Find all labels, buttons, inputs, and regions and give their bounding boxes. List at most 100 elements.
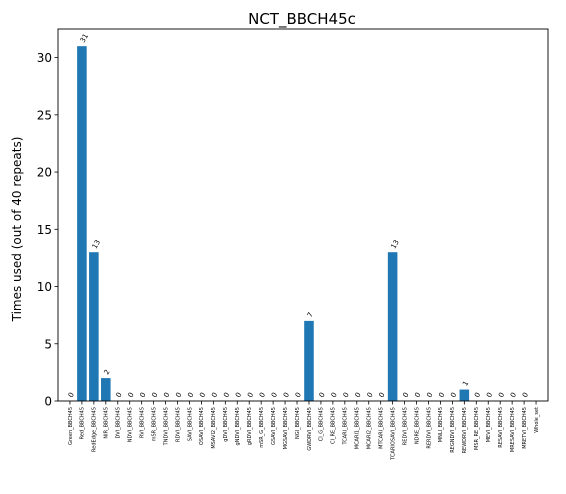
x-tick-label: NGI_BBCH45 [295, 407, 301, 439]
data-label: 0 [354, 391, 363, 399]
data-label: 0 [115, 391, 124, 399]
data-label: 0 [234, 391, 243, 399]
bars-group [77, 46, 470, 402]
x-axis: Green_BBCH45 Red_BBCH45 RedEdge_BBCH45 NIR_… [68, 401, 540, 461]
x-tick-label: Green_BBCH45 [68, 407, 74, 445]
x-tick-label: GSAVI_BBCH45 [271, 407, 277, 445]
data-label: 0 [198, 391, 207, 399]
x-tick-label: Red_BBCH45 [80, 407, 86, 439]
y-tick-label: 25 [37, 108, 52, 122]
y-tick-label: 15 [37, 223, 52, 237]
data-label: 0 [509, 391, 518, 399]
data-label: 0 [210, 391, 219, 399]
data-label: 0 [449, 391, 458, 399]
y-tick-label: 20 [37, 166, 52, 180]
data-label: 0 [186, 391, 195, 399]
data-label: 0 [497, 391, 506, 399]
data-label: 0 [342, 391, 351, 399]
x-tick-label: MEVI_BBCH45 [486, 407, 492, 442]
data-label: 0 [318, 391, 327, 399]
x-tick-label: SAVI_BBCH45 [187, 407, 193, 441]
x-tick-label: RESAVI_BBCH45 [498, 407, 504, 448]
x-tick-label: CI_RE_BBCH45 [331, 407, 337, 444]
bar-GWDRVI_BBCH45 [304, 320, 314, 401]
data-label: 13 [389, 238, 400, 250]
x-tick-label: TNDVI_BBCH45 [163, 407, 169, 446]
data-label: 0 [150, 391, 159, 399]
bar-TCARIOSAVI_BBCH45 [387, 252, 398, 401]
data-label: 31 [79, 32, 90, 44]
data-label: 0 [222, 391, 231, 399]
data-label: 0 [162, 391, 171, 399]
data-label: 0 [521, 391, 530, 399]
data-label: 0 [437, 391, 446, 399]
x-tick-label: MRETVI_BBCH45 [522, 407, 528, 449]
y-tick-label: 10 [37, 280, 52, 294]
x-tick-label: MSAVI2_BBCH45 [211, 407, 217, 449]
y-axis: 0 5 10 15 20 25 30 [37, 51, 58, 409]
bar-Red_BBCH45 [77, 46, 87, 402]
x-tick-label: MGSAVI_BBCH45 [283, 407, 289, 449]
data-label: 0 [246, 391, 255, 399]
x-tick-label: gNDVI_BBCH45 [235, 407, 241, 445]
x-tick-label: NDVI_BBCH45 [128, 407, 134, 442]
data-label: 0 [425, 391, 434, 399]
x-tick-label: REDVI_BBCH45 [402, 407, 408, 445]
data-label: 0 [401, 391, 410, 399]
chart-title: NCT_BBCH45c [248, 10, 356, 29]
x-tick-label: TCARI_BBCH45 [343, 407, 349, 446]
x-tick-label: MTCARI_BBCH45 [378, 407, 384, 449]
data-label: 0 [127, 391, 136, 399]
x-tick-label: MNLI_BBCH45 [438, 407, 444, 442]
data-label: 0 [473, 391, 482, 399]
data-label: 0 [67, 391, 76, 399]
bar-RedEdge_BBCH45 [89, 252, 99, 401]
x-tick-label: Whole_set [534, 407, 540, 433]
x-tick-label: MRESAVI_BBCH45 [510, 407, 516, 452]
x-tick-label: RVI_BBCH45 [139, 407, 145, 438]
x-tick-label: RDVI_BBCH45 [175, 407, 181, 442]
bar-REWDRVI_BBCH45 [459, 389, 470, 401]
y-tick-label: 30 [37, 51, 52, 65]
data-label: 0 [413, 391, 422, 399]
x-tick-label: mSR_BBCH45 [151, 407, 157, 441]
data-label: 0 [366, 391, 375, 399]
data-label: 0 [174, 391, 183, 399]
x-tick-label: RedEdge_BBCH45 [92, 407, 98, 452]
x-tick-label: NDRE_BBCH45 [414, 407, 420, 444]
data-label: 0 [138, 391, 147, 399]
x-tick-label: RERDVI_BBCH45 [426, 407, 432, 449]
x-tick-label: MCARI2_BBCH45 [367, 407, 373, 449]
y-tick-label: 5 [44, 337, 52, 351]
data-label: 7 [306, 311, 315, 319]
x-tick-label: gDVI_BBCH45 [223, 407, 229, 442]
x-tick-label: MSR_RE_BBCH45 [474, 407, 480, 450]
data-label: 0 [485, 391, 494, 399]
plot-frame [57, 28, 549, 402]
x-tick-label: TCARIOSAVI_BBCH45 [390, 407, 396, 461]
data-label: 0 [258, 391, 267, 399]
x-tick-label: CI_G_BBCH45 [319, 407, 325, 441]
data-label: 0 [282, 391, 291, 399]
data-label: 1 [461, 380, 470, 388]
x-tick-label: DVI_BBCH45 [116, 407, 122, 439]
y-axis-label: Times used (out of 40 repeats) [10, 137, 24, 323]
data-label: 13 [91, 238, 102, 250]
data-label: 0 [330, 391, 339, 399]
data-label: 0 [377, 391, 386, 399]
x-tick-label: mSR_G_BBCH45 [259, 407, 265, 448]
x-tick-label: REGNDVI_BBCH45 [450, 407, 456, 453]
data-label: 2 [103, 368, 112, 376]
x-tick-label: GWDRVI_BBCH45 [307, 407, 313, 451]
data-label: 0 [294, 391, 303, 399]
x-tick-label: NIR_BBCH45 [104, 407, 110, 439]
x-tick-label: MCARI1_BBCH45 [355, 407, 361, 449]
x-tick-label: REWDRVI_BBCH45 [462, 407, 468, 453]
x-tick-label: OSAVI_BBCH45 [199, 407, 205, 445]
y-tick-label: 0 [44, 395, 52, 409]
bar-NIR_BBCH45 [101, 378, 111, 401]
data-label: 0 [270, 391, 279, 399]
x-tick-label: gRDVI_BBCH45 [247, 407, 253, 445]
